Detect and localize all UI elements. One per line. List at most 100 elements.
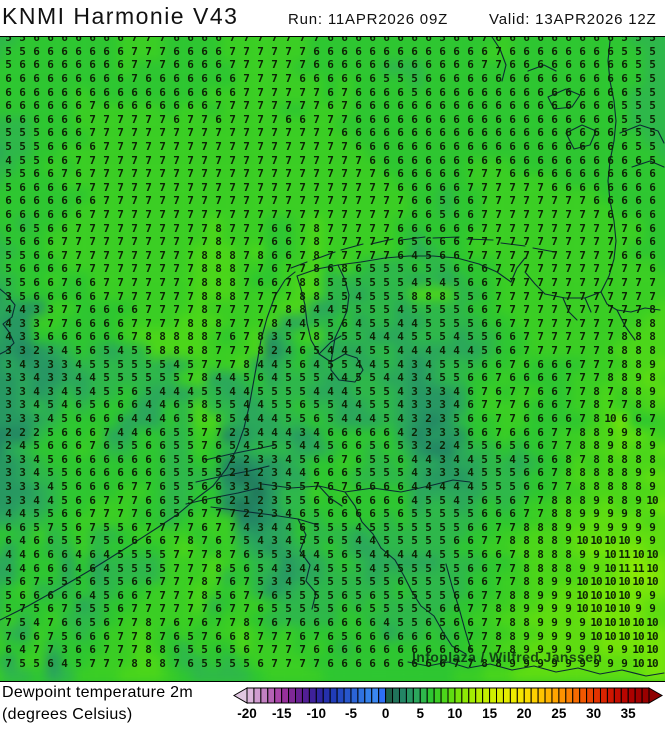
field-cell	[133, 102, 148, 118]
dewpoint-value: 7	[229, 602, 236, 616]
dewpoint-value: 7	[649, 412, 656, 425]
field-cell	[220, 37, 236, 47]
dewpoint-value: 6	[173, 643, 180, 657]
dewpoint-value: 7	[341, 221, 348, 235]
dewpoint-value: 6	[593, 126, 600, 140]
dewpoint-value: 6	[89, 330, 96, 344]
dewpoint-value: 6	[397, 235, 404, 249]
dewpoint-value: 5	[145, 344, 152, 357]
dewpoint-value: 8	[579, 425, 586, 439]
field-cell	[380, 60, 396, 75]
dewpoint-value: 8	[579, 466, 586, 480]
dewpoint-value: 5	[439, 507, 446, 521]
dewpoint-value: 7	[103, 180, 110, 194]
colorbar-cell	[274, 687, 283, 704]
dewpoint-value: 5	[453, 357, 460, 371]
dewpoint-value: 6	[411, 112, 418, 126]
field-cell	[75, 626, 90, 641]
field-cell	[235, 583, 250, 598]
dewpoint-value: 6	[397, 493, 404, 507]
colorbar-cell	[496, 687, 504, 704]
field-cell	[60, 60, 76, 75]
dewpoint-value: 3	[271, 534, 278, 548]
dewpoint-value: 6	[495, 344, 502, 357]
dewpoint-value: 3	[243, 425, 250, 439]
field-cell	[118, 159, 134, 174]
field-cell	[278, 131, 294, 146]
dewpoint-value: 4	[103, 561, 110, 575]
field-cell	[249, 527, 265, 542]
field-cell	[395, 668, 410, 681]
colorbar-cell	[447, 687, 456, 704]
dewpoint-value: 6	[61, 112, 68, 126]
field-cell	[31, 187, 46, 202]
dewpoint-value: 6	[75, 99, 82, 113]
field-cell	[89, 60, 105, 75]
dewpoint-value: 7	[299, 99, 306, 113]
dewpoint-value: 8	[299, 303, 306, 317]
dewpoint-value: 7	[299, 208, 306, 221]
dewpoint-value: 7	[271, 643, 278, 657]
field-cell	[380, 513, 396, 528]
dewpoint-value: 8	[593, 384, 600, 398]
dewpoint-value: 7	[243, 289, 250, 303]
dewpoint-value: 5	[299, 534, 306, 548]
dewpoint-value: 4	[313, 561, 320, 575]
field-cell	[322, 399, 338, 415]
field-cell	[75, 329, 90, 344]
dewpoint-value: 7	[593, 344, 600, 357]
dewpoint-value: 6	[89, 493, 96, 507]
field-cell	[75, 668, 90, 681]
field-cell	[541, 159, 556, 174]
dewpoint-value: 9	[635, 534, 642, 548]
dewpoint-value: 9	[523, 643, 530, 657]
dewpoint-value: 7	[593, 276, 600, 289]
dewpoint-value: 6	[411, 126, 418, 140]
field-cell	[366, 60, 381, 75]
dewpoint-value: 5	[649, 85, 656, 99]
dewpoint-value: 6	[425, 58, 432, 72]
dewpoint-value: 8	[201, 412, 208, 425]
field-cell	[657, 117, 665, 132]
dewpoint-value: 7	[481, 58, 488, 72]
field-cell	[497, 201, 512, 217]
field-cell	[395, 343, 410, 358]
dewpoint-value: 6	[341, 643, 348, 657]
dewpoint-value: 5	[187, 480, 194, 493]
field-cell	[191, 414, 207, 429]
dewpoint-value: 7	[579, 235, 586, 249]
field-cell	[613, 102, 629, 118]
dewpoint-value: 7	[243, 99, 250, 113]
field-cell	[642, 244, 658, 259]
field-cell	[16, 37, 32, 47]
field-cell	[162, 60, 178, 75]
field-cell	[541, 230, 556, 245]
dewpoint-value: 6	[425, 36, 432, 45]
dewpoint-value: 3	[439, 412, 446, 425]
dewpoint-value: 5	[621, 126, 628, 140]
field-cell	[439, 131, 454, 146]
dewpoint-value: 6	[75, 520, 82, 534]
field-cell	[104, 654, 119, 669]
dewpoint-value: 8	[621, 357, 628, 371]
dewpoint-value: 8	[621, 480, 628, 493]
field-cell	[642, 456, 658, 471]
field-cell	[555, 74, 571, 89]
field-cell	[599, 456, 614, 471]
dewpoint-value: 3	[19, 316, 26, 330]
dewpoint-value: 5	[19, 140, 26, 153]
dewpoint-value: 6	[453, 58, 460, 72]
dewpoint-value: 4	[117, 344, 124, 357]
dewpoint-value: 7	[215, 520, 222, 534]
field-cell	[0, 74, 3, 89]
dewpoint-value: 5	[355, 466, 362, 480]
field-cell	[468, 569, 483, 584]
dewpoint-value: 7	[327, 208, 334, 221]
page-title: KNMI Harmonie V43	[2, 3, 239, 29]
field-cell	[89, 131, 105, 146]
dewpoint-value: 7	[103, 248, 110, 262]
dewpoint-value: 6	[439, 221, 446, 235]
number-row: 5566677777777777877766787777765666777777…	[0, 235, 659, 249]
dewpoint-value: 8	[551, 561, 558, 575]
dewpoint-value: 6	[89, 289, 96, 303]
